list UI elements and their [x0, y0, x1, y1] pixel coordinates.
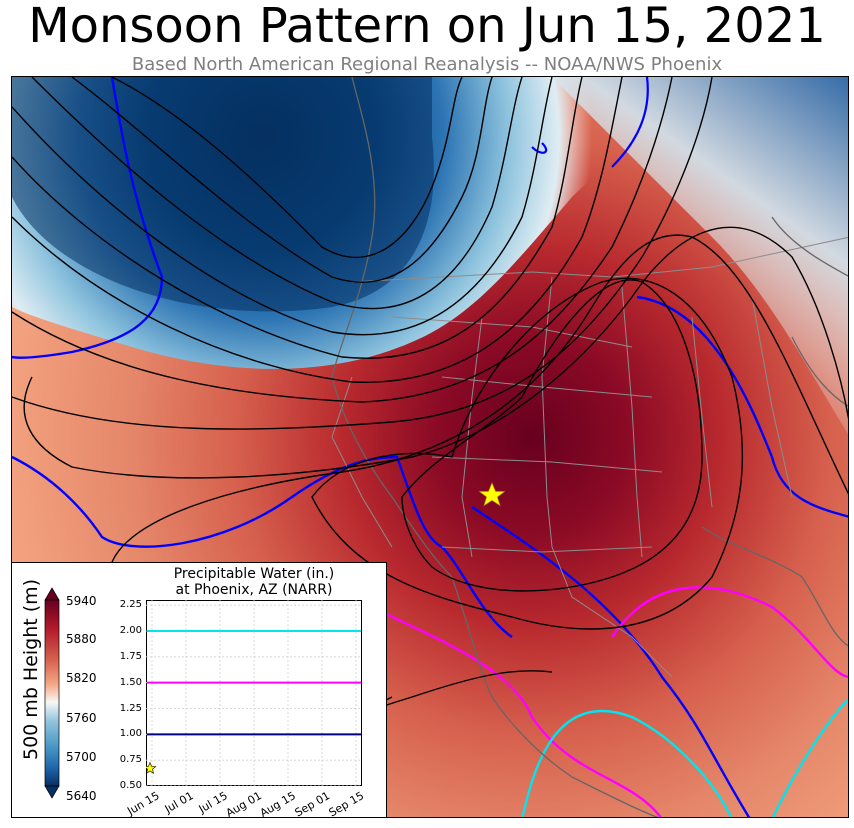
y-tick-label: 2.00 [119, 625, 142, 636]
page-subtitle: Based North American Regional Reanalysis… [131, 54, 723, 75]
pw-chart-title: Precipitable Water (in.) [173, 566, 335, 582]
y-tick-label: 1.50 [119, 676, 142, 688]
y-tick-label: 2.25 [119, 599, 142, 611]
colorbar-tick: 5940 [66, 594, 97, 608]
star-icon [478, 482, 506, 507]
y-tick-label: 1.25 [119, 702, 142, 714]
height-contours [12, 77, 848, 817]
colorbar-tick: 5640 [66, 789, 97, 803]
pw-star-marker [146, 761, 157, 774]
y-tick-label: 1.00 [119, 728, 142, 740]
colorbar-tick: 5760 [66, 711, 97, 725]
y-tick-label: 0.75 [119, 754, 142, 766]
colorbar-tick: 5700 [66, 750, 97, 764]
y-tick-label: 0.50 [119, 780, 142, 791]
page-title: Monsoon Pattern on Jun 15, 2021 [28, 0, 826, 54]
colorbar-tick: 5820 [66, 671, 97, 685]
colorbar [44, 587, 60, 799]
pw-chart [146, 600, 362, 786]
colorbar-tick: 5880 [66, 632, 97, 646]
pw-chart-subtitle: at Phoenix, AZ (NARR) [175, 582, 333, 598]
y-tick-label: 1.75 [119, 650, 142, 662]
colorbar-label: 500 mb Height (m) [20, 578, 42, 760]
